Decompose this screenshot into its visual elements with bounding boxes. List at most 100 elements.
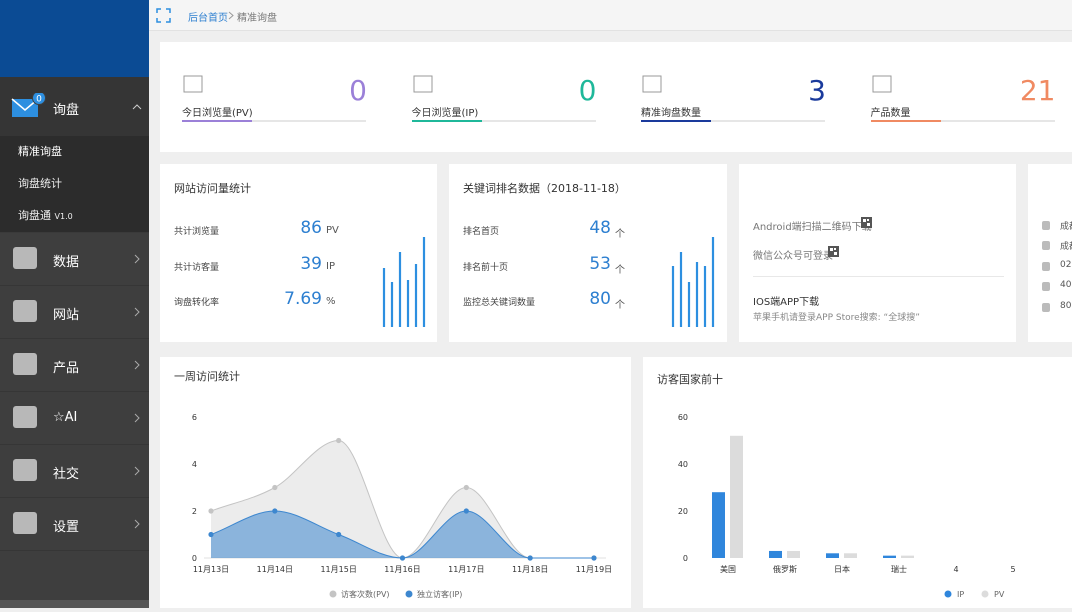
y-tick-label: 6: [192, 413, 197, 422]
legend-swatch: [944, 590, 952, 598]
arrow-path: [134, 413, 140, 423]
y-tick-label: 0: [192, 554, 197, 563]
menu-label: 设置: [53, 520, 80, 535]
submenu-label: 精准询盘: [18, 145, 62, 158]
legend-swatch: [405, 590, 413, 598]
row-label: 共计浏览量: [174, 227, 220, 237]
line-chart-card: 一周访问统计 0 2 4 6 11月13日 11月14日 11月15日 11月16日 11月17日…: [160, 357, 631, 608]
stat-accent: [182, 120, 252, 122]
contact-icon: [1042, 241, 1050, 251]
contact-text: 成都: [1060, 242, 1072, 253]
icon-mail: 0: [11, 93, 46, 117]
point: [272, 508, 278, 514]
x-tick-label: 11月19日: [576, 565, 612, 574]
contact-text: 800: [1060, 300, 1072, 311]
bar-chart: 访客国家前十 0 20 40 60 美国 俄罗斯 日本 瑞士 4 5 IP PV: [657, 372, 1016, 599]
area: [211, 511, 594, 558]
icon-qr[interactable]: [861, 217, 872, 228]
traffic-card: 网站访问量统计 共计浏览量 86 PV 共计访客量 39 IP 询盘转化率 7.69%: [160, 164, 437, 342]
row-unit: 个: [615, 264, 625, 276]
stat-track: [182, 120, 366, 122]
menu-item[interactable]: 产品: [0, 338, 149, 392]
icon: [13, 353, 37, 375]
menu-icon: [13, 300, 37, 322]
menu-label: 社交: [53, 467, 80, 482]
icon: [13, 406, 37, 428]
y-tick-label: 60: [678, 413, 688, 422]
contact-text: 400: [1060, 280, 1072, 291]
breadcrumb-current: 精准询盘: [237, 13, 277, 24]
x-tick-label: 俄罗斯: [773, 564, 797, 574]
legend-label: 访客次数(PV): [341, 589, 390, 599]
menu-inquiry[interactable]: 0 询盘: [0, 77, 149, 136]
stat-accent: [870, 120, 941, 122]
menu-icon: [13, 406, 37, 428]
submenu-item[interactable]: 询盘统计: [0, 168, 149, 201]
stat-icon: [872, 75, 891, 93]
stat-label: 今日浏览量(PV): [182, 108, 253, 119]
legend-label: PV: [994, 590, 1005, 599]
card-title: 关键词排名数据（2018-11-18）: [463, 182, 626, 195]
x-tick-label: 11月14日: [257, 565, 293, 574]
breadcrumb-sep: [228, 11, 234, 20]
icon-expand[interactable]: [156, 8, 171, 23]
stat-track: [870, 120, 1055, 122]
arrow: [134, 307, 140, 317]
bar-chart-card: 访客国家前十 0 20 40 60 美国 俄罗斯 日本 瑞士 4 5 IP PV: [643, 357, 1072, 608]
arrow-up: [132, 104, 142, 110]
logo-area: [0, 0, 149, 77]
chart-title: 一周访问统计: [174, 370, 240, 383]
bar: [730, 435, 743, 558]
icon-qr[interactable]: [828, 246, 839, 257]
row-value: 80: [589, 289, 611, 309]
submenu-item[interactable]: 询盘通 V1.0: [0, 200, 149, 233]
row-label: 共计访客量: [174, 262, 220, 273]
row-unit: 个: [615, 229, 625, 240]
menu-item[interactable]: ☆AI: [0, 391, 149, 445]
contact-text: 成都: [1060, 222, 1072, 232]
point: [336, 437, 342, 444]
row-unit: %: [326, 296, 336, 307]
app-text: 微信公众号可登录: [753, 251, 833, 262]
row-value: 53: [589, 253, 611, 274]
y-tick-label: 0: [683, 554, 688, 563]
legend-label: IP: [957, 590, 964, 599]
breadcrumb-link[interactable]: 后台首页: [188, 13, 228, 24]
menu-item[interactable]: 社交: [0, 444, 149, 498]
menu-icon: [13, 459, 37, 481]
sidebar: 0 询盘 精准询盘 询盘统计 询盘通 V1.0 数据 网站产品 ☆AI 社交设置: [0, 0, 149, 608]
stat-value: 3: [808, 74, 826, 107]
point: [208, 508, 214, 514]
stat-icon: [413, 75, 432, 93]
arrow-path: [134, 254, 140, 264]
sidebar-footer: [0, 600, 149, 608]
row-unit: 个: [615, 300, 625, 311]
menu-item[interactable]: 网站: [0, 285, 149, 339]
submenu-item[interactable]: 精准询盘: [0, 136, 149, 169]
arrow-path: [134, 307, 140, 317]
line-chart: 一周访问统计 0 2 4 6 11月13日 11月14日 11月15日 11月16日 11月17日…: [174, 370, 612, 599]
stats-card: 今日浏览量(PV) 0 今日浏览量(IP) 0 精准询盘数量 3 产品数量 21: [160, 42, 1072, 152]
point: [399, 555, 406, 561]
icon-shape: [183, 75, 203, 93]
x-tick-label: 日本: [834, 564, 850, 574]
menu-label: 产品: [53, 361, 80, 376]
arrow: [134, 254, 140, 264]
menu-icon: [13, 512, 37, 534]
bar: [844, 553, 857, 558]
point: [591, 555, 597, 561]
stat-value: 0: [349, 74, 367, 107]
point: [463, 508, 469, 514]
x-tick-label: 11月16日: [384, 565, 420, 574]
point: [527, 555, 533, 561]
arrow-path: [134, 360, 140, 370]
point: [272, 484, 278, 491]
point: [336, 531, 342, 538]
icon: [13, 247, 37, 269]
menu-item[interactable]: 设置: [0, 497, 149, 551]
bar: [826, 553, 839, 558]
icon-shape: [872, 75, 891, 93]
y-tick-label: 20: [678, 507, 688, 516]
menu-item[interactable]: 数据: [0, 232, 149, 286]
app-text: 苹果手机请登录APP Store搜索: “全球搜”: [753, 313, 920, 323]
